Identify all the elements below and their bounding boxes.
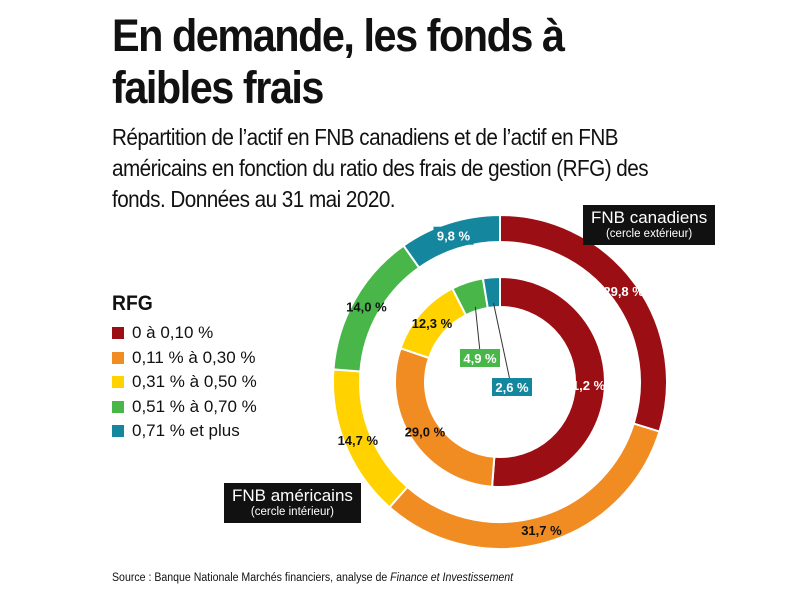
legend-swatch-3 bbox=[112, 400, 124, 413]
inner-label-box-4 bbox=[492, 378, 532, 396]
outer-ring-tag-title: FNB canadiens bbox=[591, 208, 708, 227]
legend-label-4: 0,71 % et plus bbox=[132, 421, 240, 441]
outer-label-box-4 bbox=[433, 226, 474, 245]
source-note: Source : Banque Nationale Marchés financ… bbox=[112, 572, 513, 584]
chart-title: En demande, les fonds à faibles frais bbox=[112, 10, 565, 113]
legend-swatch-4 bbox=[112, 425, 124, 438]
inner-ring-slice-0 bbox=[491, 275, 606, 488]
legend-swatch-0 bbox=[112, 327, 124, 340]
outer-ring-label-3: 14,0 % bbox=[346, 299, 387, 314]
source-publication: Finance et Investissement bbox=[390, 572, 514, 584]
legend-title: RFG bbox=[112, 292, 153, 315]
legend-item-2: 0,31 % à 0,50 % bbox=[112, 370, 257, 395]
legend-item-1: 0,11 % à 0,30 % bbox=[112, 346, 257, 371]
inner-label-box-3 bbox=[460, 349, 500, 367]
legend-label-1: 0,11 % à 0,30 % bbox=[132, 347, 256, 367]
inner-ring-label-3: 4,9 % bbox=[463, 351, 497, 366]
outer-ring-label-1: 31,7 % bbox=[521, 523, 562, 538]
outer-ring-tag-subtitle: (cercle extérieur) bbox=[605, 228, 693, 240]
inner-ring-label-0: 51,2 % bbox=[565, 378, 606, 393]
inner-ring-label-4: 2,6 % bbox=[495, 380, 529, 395]
legend-label-2: 0,31 % à 0,50 % bbox=[132, 372, 257, 392]
legend-item-3: 0,51 % à 0,70 % bbox=[112, 395, 257, 420]
outer-ring-label-4: 9,8 % bbox=[437, 229, 471, 244]
legend-item-4: 0,71 % et plus bbox=[112, 419, 257, 444]
inner-leader-line-4 bbox=[493, 303, 513, 391]
inner-ring-slice-4 bbox=[481, 275, 501, 310]
inner-leader-line-3 bbox=[474, 306, 481, 353]
legend: RFG 0 à 0,10 % 0,11 % à 0,30 % 0,31 % à … bbox=[112, 292, 257, 444]
inner-ring-label-2: 12,3 % bbox=[412, 316, 453, 331]
outer-ring-tag: FNB canadiens (cercle extérieur) bbox=[583, 205, 716, 245]
source-prefix: Source : Banque Nationale Marchés financ… bbox=[112, 572, 391, 584]
legend-label-0: 0 à 0,10 % bbox=[132, 323, 214, 343]
outer-ring-label-0: 29,8 % bbox=[603, 284, 644, 299]
outer-ring-label-2: 14,7 % bbox=[338, 433, 379, 448]
inner-ring-slice-1 bbox=[394, 347, 496, 488]
inner-ring-tag: FNB américains (cercle intérieur) bbox=[224, 483, 361, 523]
legend-item-0: 0 à 0,10 % bbox=[112, 321, 257, 346]
inner-ring-label-1: 29,0 % bbox=[405, 425, 446, 440]
inner-ring-tag-subtitle: (cercle intérieur) bbox=[250, 506, 334, 518]
legend-swatch-1 bbox=[112, 351, 124, 364]
inner-ring-tag-title: FNB américains bbox=[232, 486, 353, 505]
legend-swatch-2 bbox=[112, 376, 124, 389]
legend-label-3: 0,51 % à 0,70 % bbox=[132, 396, 257, 416]
chart-subtitle: Répartition de l’actif en FNB canadiens … bbox=[112, 124, 649, 212]
